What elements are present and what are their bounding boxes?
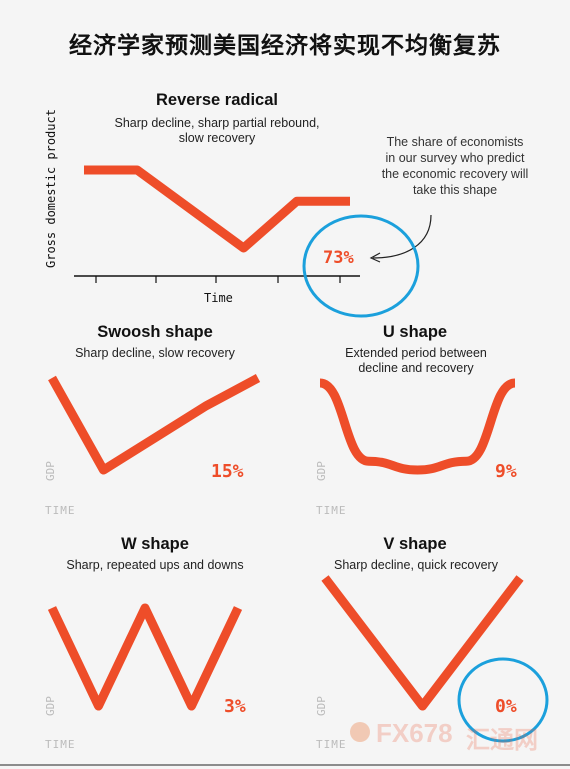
share-annotation: The share of economists in our survey wh… xyxy=(381,135,529,197)
share-label-reverse-radical: 73% xyxy=(323,248,354,268)
watermark-logo-icon xyxy=(350,722,370,742)
series-line-swoosh xyxy=(48,374,261,475)
highlight-circle-73 xyxy=(302,214,420,318)
time-label-swoosh: TIME xyxy=(45,504,76,517)
panel-title-reverse-radical: Reverse radical xyxy=(155,91,278,109)
share-label-swoosh: 15% xyxy=(211,461,244,482)
arrow-head-icon xyxy=(369,252,381,263)
share-label-w: 3% xyxy=(224,696,246,717)
highlight-circle-0 xyxy=(457,657,549,743)
annotation-arrow xyxy=(372,214,432,259)
series-line-u xyxy=(318,378,517,475)
time-label-w: TIME xyxy=(45,738,76,751)
panel-title-v: V shape xyxy=(383,535,447,553)
time-label-u: TIME xyxy=(316,504,347,517)
panel-title-w: W shape xyxy=(121,535,189,553)
chart-lines xyxy=(47,165,524,711)
series-line-reverse-radical xyxy=(84,165,350,253)
watermark-cn: 汇通网 xyxy=(466,726,538,754)
x-axis-label: Time xyxy=(204,291,233,305)
panel-subtitle-u: Extended period between decline and reco… xyxy=(345,346,487,375)
panel-subtitle-swoosh: Sharp decline, slow recovery xyxy=(75,346,235,360)
panel-title-u: U shape xyxy=(382,323,448,341)
panel-subtitle-w: Sharp, repeated ups and downs xyxy=(66,558,244,572)
series-line-v xyxy=(321,575,524,711)
watermark-brand: FX678 xyxy=(376,718,453,748)
panel-title-swoosh: Swoosh shape xyxy=(97,323,213,341)
page-title: 经济学家预测美国经济将实现不均衡复苏 xyxy=(69,33,501,59)
time-label-v: TIME xyxy=(316,738,347,751)
series-line-w xyxy=(47,603,243,711)
panel-subtitle-v: Sharp decline, quick recovery xyxy=(334,558,498,572)
share-label-v: 0% xyxy=(495,696,517,717)
main-x-ticks xyxy=(95,276,341,283)
share-label-u: 9% xyxy=(495,461,517,482)
panel-subtitle-reverse-radical: Sharp decline, sharp partial rebound, sl… xyxy=(114,116,320,145)
